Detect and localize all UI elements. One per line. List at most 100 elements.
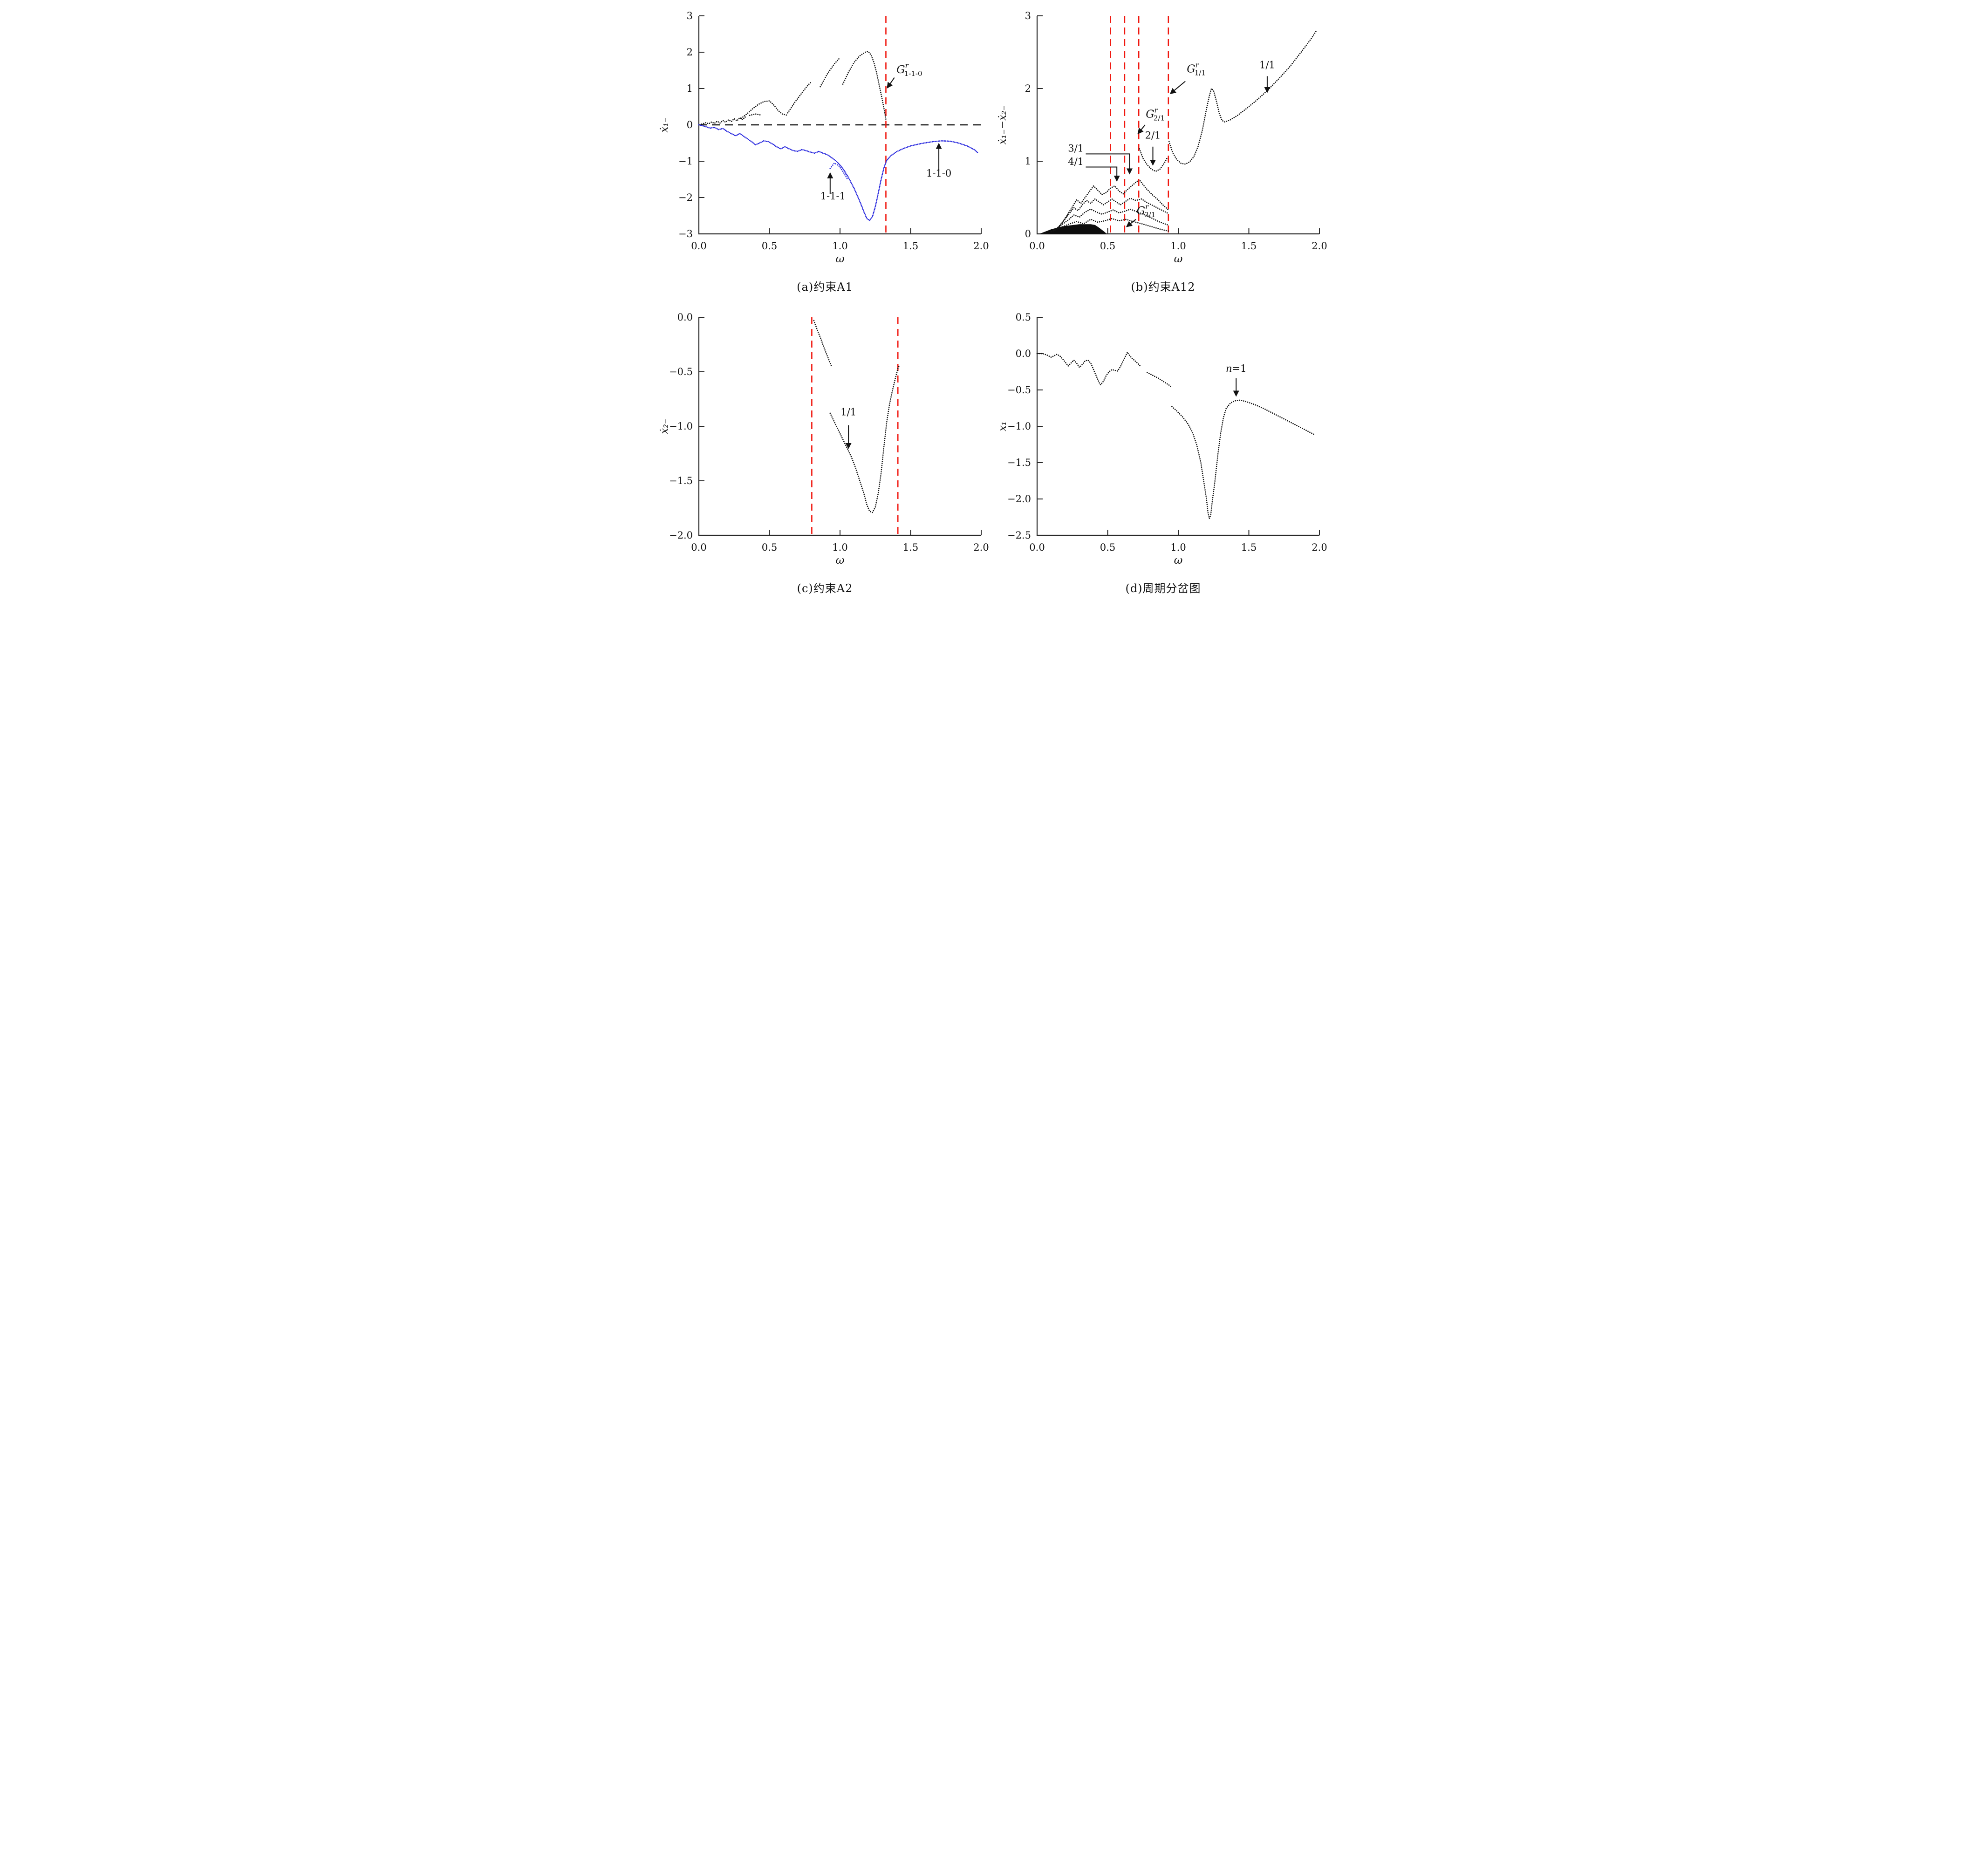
annotation-text: 1-1-0 <box>926 168 951 179</box>
x-tick-label: 0.0 <box>1029 240 1045 252</box>
x-tick-label: 2.0 <box>1312 240 1327 252</box>
x-tick-label: 1.5 <box>902 542 918 553</box>
y-tick-label: −1.0 <box>669 421 693 432</box>
annotation-G-1-1-0: Gr 1-1-0 <box>886 61 922 89</box>
annotation-G-3-1: Gr 3/1 <box>1126 203 1155 227</box>
y-tick-label: 3 <box>686 10 692 21</box>
annotation-text: Gr 1/1 <box>1187 61 1206 77</box>
y-tick-label: −1 <box>678 156 693 167</box>
x-tick-label: 0.5 <box>1100 542 1115 553</box>
panel-b-chart: 0.0 0.5 1.0 1.5 2.0 0 1 2 3 ω ẋ₁₋−ẋ₂₋ 3/1 4/1 2/1 Gr 2/… <box>997 10 1327 265</box>
axes: 0.0 0.5 1.0 1.5 2.0 0.5 0.0 −0.5 −1.0 −1.5 −2.0 −2.… <box>997 312 1327 567</box>
x-axis-label: ω <box>835 253 844 265</box>
annotation-text: 1-1-1 <box>820 191 845 202</box>
y-tick-label: 0 <box>1025 228 1031 239</box>
annotation-text: Gr 1-1-0 <box>896 61 922 78</box>
y-tick-label: 0.0 <box>1015 348 1031 359</box>
x-tick-label: 0.0 <box>1029 542 1045 553</box>
series-segment-2 <box>1127 353 1141 367</box>
series-group <box>813 320 900 513</box>
x-tick-label: 0.0 <box>691 240 706 252</box>
y-tick-label: 2 <box>686 47 692 58</box>
panel-grid: 0.0 0.5 1.0 1.5 2.0 −3 −2 −1 0 1 2 3 ω ẋ₁₋ Gr 1-1-0 1-1-… <box>656 7 1332 609</box>
series-group <box>1050 29 1317 232</box>
series-resonance-dip <box>829 364 900 513</box>
axis-frame <box>698 317 981 536</box>
x-tick-label: 1.0 <box>1170 542 1186 553</box>
annotation-arrow <box>1086 153 1133 175</box>
panel-b: 0.0 0.5 1.0 1.5 2.0 0 1 2 3 ω ẋ₁₋−ẋ₂₋ 3/1 4/1 2/1 Gr 2/… <box>994 7 1332 308</box>
series-wavy-3 <box>1053 208 1169 231</box>
x-tick-label: 1.5 <box>1241 542 1256 553</box>
series-blue-1-1-1-to-1-1-0 <box>698 124 979 222</box>
annotation-label-1-1: 1/1 <box>840 407 856 449</box>
y-tick-label: −0.5 <box>669 366 693 377</box>
series-blue-detached-arc <box>829 162 848 179</box>
annotation-arrow <box>1169 81 1186 95</box>
y-tick-label: −1.0 <box>1007 421 1031 432</box>
x-tick-label: 0.0 <box>691 542 706 553</box>
panel-c-caption: (c)约束A2 <box>797 582 853 595</box>
chaotic-blob <box>1039 224 1107 234</box>
panel-b-caption: (b)约束A12 <box>1131 280 1196 294</box>
y-tick-label: −2.0 <box>1007 493 1031 505</box>
annotation-text: 3/1 <box>1068 143 1084 154</box>
panel-c-chart: 0.0 0.5 1.0 1.5 2.0 0.0 −0.5 −1.0 −1.5 −2.0 ω ẋ₂₋ 1/… <box>659 312 989 567</box>
series-arc-1 <box>787 81 813 114</box>
y-tick-label: 0 <box>686 119 692 130</box>
x-tick-label: 1.0 <box>1170 240 1186 252</box>
axis-frame <box>1036 16 1319 235</box>
y-axis-label: x₁ <box>997 421 1009 431</box>
annotation-label-2-1: 2/1 <box>1145 130 1161 166</box>
axes: 0.0 0.5 1.0 1.5 2.0 0.0 −0.5 −1.0 −1.5 −2.0 ω ẋ₂₋ <box>659 312 989 567</box>
series-upper-arc <box>813 320 832 367</box>
y-tick-label: −2.0 <box>669 530 693 541</box>
x-tick-label: 1.0 <box>832 240 847 252</box>
annotation-text: 4/1 <box>1068 156 1084 167</box>
y-tick-label: −2.5 <box>1007 530 1031 541</box>
annotation-text: 1/1 <box>1259 59 1275 70</box>
y-tick-label: 1 <box>1025 156 1031 167</box>
panel-a-caption: (a)约束A1 <box>797 280 853 294</box>
panel-d: 0.0 0.5 1.0 1.5 2.0 0.5 0.0 −0.5 −1.0 −1.5 −2.0 −2.… <box>994 308 1332 609</box>
annotation-G-1-1: Gr 1/1 <box>1169 61 1206 95</box>
series-u-2-1 <box>1138 148 1168 172</box>
panel-d-caption: (d)周期分岔图 <box>1125 582 1201 595</box>
axes: 0.0 0.5 1.0 1.5 2.0 −3 −2 −1 0 1 2 3 ω ẋ₁₋ <box>659 10 989 265</box>
panel-c: 0.0 0.5 1.0 1.5 2.0 0.0 −0.5 −1.0 −1.5 −2.0 ω ẋ₂₋ 1/… <box>656 308 994 609</box>
annotation-arrow <box>1137 124 1146 135</box>
y-tick-label: 2 <box>1025 83 1031 94</box>
annotation-text: Gr 2/1 <box>1146 106 1165 122</box>
y-tick-label: 0.5 <box>1015 312 1031 323</box>
y-axis-label: ẋ₁₋−ẋ₂₋ <box>997 105 1009 144</box>
x-tick-label: 2.0 <box>1312 542 1327 553</box>
series-envelope-top <box>1059 179 1140 227</box>
annotation-label-1-1-0: 1-1-0 <box>926 143 951 179</box>
axes: 0.0 0.5 1.0 1.5 2.0 0 1 2 3 ω ẋ₁₋−ẋ₂₋ <box>997 10 1327 265</box>
x-axis-label: ω <box>835 554 844 567</box>
x-tick-label: 1.0 <box>832 542 847 553</box>
series-hump-0.5 <box>740 100 787 119</box>
axis-frame <box>1036 317 1319 536</box>
y-tick-label: −1.5 <box>669 475 693 486</box>
panel-a-chart: 0.0 0.5 1.0 1.5 2.0 −3 −2 −1 0 1 2 3 ω ẋ₁₋ Gr 1-1-0 1-1-… <box>659 10 989 265</box>
y-tick-label: −2 <box>678 192 693 203</box>
x-axis-label: ω <box>1174 253 1182 265</box>
annotation-G-2-1: Gr 2/1 <box>1137 106 1165 135</box>
x-tick-label: 0.5 <box>761 542 777 553</box>
annotation-label-1-1-1: 1-1-1 <box>820 172 845 202</box>
series-descending-3-1 <box>1139 180 1169 211</box>
series-low-freq-wiggles <box>1036 351 1128 386</box>
annotation-text: 2/1 <box>1145 130 1161 141</box>
series-upper-jitter <box>701 116 746 125</box>
y-tick-label: −0.5 <box>1007 384 1031 396</box>
x-tick-label: 1.5 <box>902 240 918 252</box>
y-tick-label: 1 <box>686 83 692 94</box>
series-wavy-2 <box>1056 198 1169 230</box>
series-arc-2 <box>819 57 840 88</box>
panel-d-chart: 0.0 0.5 1.0 1.5 2.0 0.5 0.0 −0.5 −1.0 −1.5 −2.0 −2.… <box>997 312 1327 567</box>
series-peak-branch <box>842 50 887 120</box>
annotation-label-3-1: 3/1 <box>1068 143 1133 175</box>
annotation-text: 1/1 <box>840 407 856 418</box>
x-tick-label: 0.5 <box>761 240 777 252</box>
